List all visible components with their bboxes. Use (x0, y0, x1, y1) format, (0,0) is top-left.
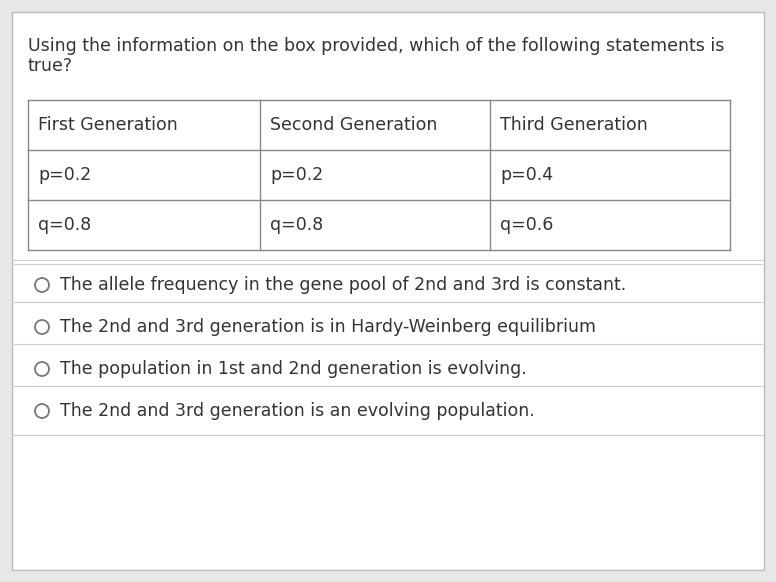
Text: q=0.8: q=0.8 (270, 216, 324, 234)
Text: p=0.2: p=0.2 (270, 166, 324, 184)
Text: Third Generation: Third Generation (500, 116, 648, 134)
Text: The population in 1st and 2nd generation is evolving.: The population in 1st and 2nd generation… (60, 360, 527, 378)
Text: Using the information on the box provided, which of the following statements is: Using the information on the box provide… (28, 37, 724, 55)
Text: p=0.4: p=0.4 (500, 166, 553, 184)
Text: The 2nd and 3rd generation is an evolving population.: The 2nd and 3rd generation is an evolvin… (60, 402, 535, 420)
Text: First Generation: First Generation (38, 116, 178, 134)
Text: q=0.6: q=0.6 (500, 216, 553, 234)
Text: p=0.2: p=0.2 (38, 166, 92, 184)
Text: The 2nd and 3rd generation is in Hardy-Weinberg equilibrium: The 2nd and 3rd generation is in Hardy-W… (60, 318, 596, 336)
Text: The allele frequency in the gene pool of 2nd and 3rd is constant.: The allele frequency in the gene pool of… (60, 276, 626, 294)
Text: Second Generation: Second Generation (270, 116, 438, 134)
Text: true?: true? (28, 57, 73, 75)
FancyBboxPatch shape (12, 12, 764, 570)
Text: q=0.8: q=0.8 (38, 216, 92, 234)
